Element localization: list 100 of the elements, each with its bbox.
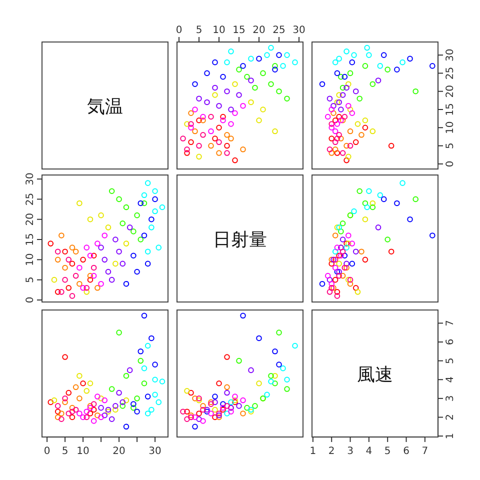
point — [388, 142, 394, 149]
point — [120, 399, 126, 406]
point — [326, 96, 333, 102]
point — [370, 200, 376, 206]
point — [354, 121, 361, 127]
point — [105, 224, 112, 230]
point — [212, 399, 218, 406]
point — [384, 236, 390, 242]
point — [120, 220, 126, 226]
y-tick-label: 30 — [445, 48, 456, 62]
point — [138, 200, 144, 206]
point — [69, 244, 76, 250]
point — [62, 396, 68, 402]
point — [84, 289, 90, 295]
point — [328, 150, 334, 156]
y-tick-label: 30 — [25, 172, 36, 186]
x-tick-label: 2 — [328, 446, 335, 457]
point — [196, 154, 202, 160]
point — [224, 410, 230, 416]
point — [388, 248, 394, 255]
point — [232, 110, 238, 116]
point — [196, 416, 202, 422]
point — [338, 136, 344, 142]
point — [130, 404, 136, 411]
point — [134, 212, 140, 218]
point — [384, 66, 390, 72]
point — [54, 248, 61, 255]
point — [130, 252, 136, 259]
point — [326, 146, 333, 152]
point — [240, 397, 246, 404]
point — [159, 378, 166, 384]
point — [123, 280, 130, 287]
point — [328, 124, 334, 131]
point — [232, 394, 238, 400]
point — [268, 81, 274, 87]
point — [212, 59, 218, 66]
point — [212, 394, 218, 400]
point — [370, 204, 376, 210]
point — [216, 380, 222, 386]
point — [380, 52, 387, 58]
point — [216, 124, 222, 131]
point — [346, 81, 352, 87]
point — [326, 289, 333, 295]
point — [208, 142, 214, 149]
point — [188, 124, 194, 131]
x-tick-label: 10 — [76, 446, 90, 457]
point — [144, 260, 151, 267]
point — [334, 70, 340, 76]
point — [347, 70, 354, 76]
point — [344, 48, 350, 54]
point — [112, 406, 118, 413]
point — [344, 157, 350, 164]
point — [208, 128, 214, 134]
point — [51, 397, 58, 404]
point — [62, 354, 68, 360]
point — [62, 276, 68, 283]
point — [354, 289, 361, 295]
point — [212, 406, 218, 413]
point — [196, 410, 202, 416]
point — [138, 348, 144, 354]
point — [200, 114, 206, 120]
point — [332, 276, 338, 283]
point — [184, 408, 190, 414]
point — [412, 88, 418, 94]
point — [180, 408, 186, 414]
point — [340, 248, 346, 255]
point — [280, 63, 286, 69]
point — [152, 392, 158, 398]
point — [364, 204, 370, 210]
point — [94, 284, 100, 291]
point — [144, 394, 151, 400]
point — [347, 128, 354, 134]
point — [98, 280, 104, 287]
point — [346, 154, 352, 160]
point — [260, 106, 266, 112]
y-tick-label: 20 — [445, 84, 456, 98]
point — [244, 404, 250, 411]
point — [138, 358, 144, 364]
point — [330, 102, 336, 109]
point — [220, 114, 226, 120]
point — [407, 216, 413, 222]
text: 気温 — [87, 96, 123, 118]
point — [268, 378, 274, 384]
point — [72, 384, 79, 390]
x-tick-label: 20 — [252, 25, 266, 36]
point — [412, 196, 418, 202]
point — [108, 416, 115, 422]
point — [240, 312, 246, 319]
point — [224, 88, 230, 94]
point — [80, 414, 86, 420]
point — [332, 248, 338, 255]
point — [87, 252, 94, 259]
point — [260, 70, 266, 76]
point — [123, 397, 130, 404]
point — [394, 66, 400, 72]
point — [62, 248, 68, 255]
point — [362, 256, 368, 263]
point — [272, 66, 278, 72]
point — [284, 386, 290, 392]
point — [228, 121, 234, 127]
